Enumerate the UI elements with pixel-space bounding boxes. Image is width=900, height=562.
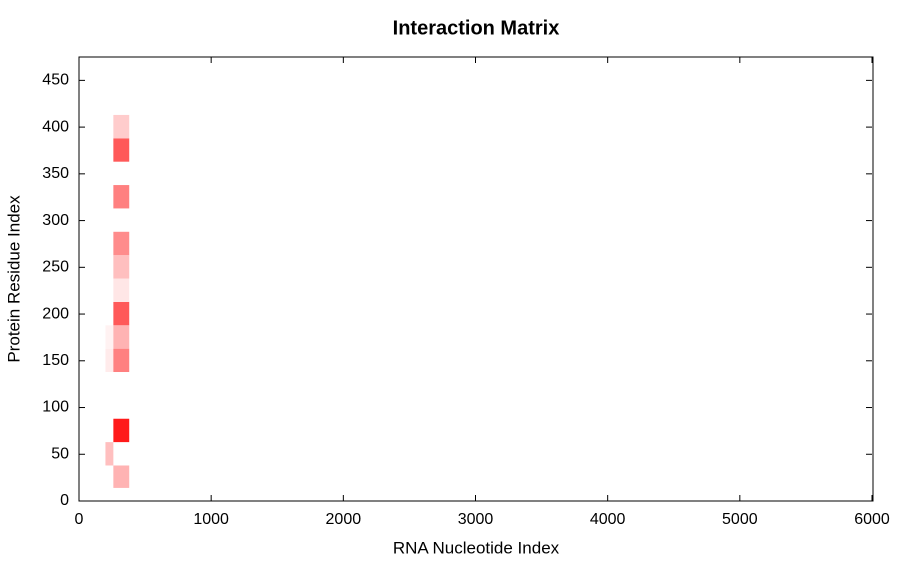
y-tick-label: 50 bbox=[51, 445, 69, 462]
x-tick-label: 6000 bbox=[854, 511, 890, 528]
y-tick-label: 0 bbox=[60, 492, 69, 509]
y-tick-label: 200 bbox=[42, 305, 69, 322]
heat-cell bbox=[113, 185, 130, 209]
heat-cell bbox=[113, 278, 130, 302]
y-tick-label: 150 bbox=[42, 352, 69, 369]
heat-cell bbox=[113, 114, 130, 139]
y-tick-label: 400 bbox=[42, 118, 69, 135]
y-tick-label: 350 bbox=[42, 165, 69, 182]
y-tick-label: 450 bbox=[42, 72, 69, 89]
plot-frame bbox=[78, 56, 874, 502]
heat-cell bbox=[113, 231, 130, 256]
heat-cell bbox=[113, 325, 130, 349]
y-tick-label: 300 bbox=[42, 212, 69, 229]
heat-cell bbox=[105, 325, 114, 349]
heat-cell bbox=[113, 255, 130, 279]
x-tick-label: 4000 bbox=[590, 511, 626, 528]
x-tick-label: 5000 bbox=[722, 511, 758, 528]
heat-cell bbox=[113, 465, 130, 488]
x-tick-label: 2000 bbox=[326, 511, 362, 528]
chart-title: Interaction Matrix bbox=[393, 17, 560, 39]
heat-cell bbox=[113, 301, 130, 326]
y-tick-label: 100 bbox=[42, 399, 69, 416]
heat-cell bbox=[113, 418, 130, 443]
heat-cell bbox=[105, 442, 114, 466]
heat-cell bbox=[113, 138, 130, 162]
x-tick-label: 3000 bbox=[458, 511, 494, 528]
x-tick-label: 0 bbox=[75, 511, 84, 528]
x-axis-label: RNA Nucleotide Index bbox=[393, 538, 560, 557]
x-tick-label: 1000 bbox=[193, 511, 229, 528]
y-axis-label: Protein Residue Index bbox=[4, 195, 23, 363]
heat-cell bbox=[113, 348, 130, 373]
heat-cell bbox=[105, 348, 114, 373]
y-tick-label: 250 bbox=[42, 259, 69, 276]
